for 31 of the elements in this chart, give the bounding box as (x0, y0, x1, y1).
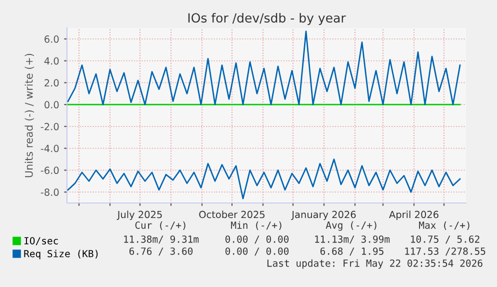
y-tick-label: -8.0 (40, 188, 59, 196)
x-tick-label: October 2025 (199, 210, 265, 218)
text: 6.76 / 3.60 (129, 247, 193, 256)
x-tick-label: April 2026 (389, 210, 438, 220)
text: 0.00 / 0.00 (225, 235, 289, 244)
legend-label: Req Size (KB) (24, 250, 98, 260)
text: Min (-/+) (231, 221, 282, 230)
line-series (67, 158, 461, 200)
chart-title: IOs for /dev/sdb - by year (188, 12, 346, 26)
text: Last update: Fri May 22 02:35:54 2026 (267, 259, 482, 269)
text: Cur (-/+) (135, 221, 186, 230)
y-tick-label: -2.0 (40, 122, 59, 130)
x-tick-label: July 2025 (116, 210, 162, 220)
text: 117.53 /278.55 (405, 247, 486, 256)
text: Max (-/+) (419, 221, 470, 230)
y-tick-label: -4.0 (40, 144, 59, 152)
x-tick-label: January 2026 (291, 210, 356, 220)
text: 6.68 / 1.95 (320, 247, 384, 256)
y-tick-label: 0.0 (44, 101, 59, 108)
line-series (67, 30, 461, 106)
text: 10.75 / 5.62 (411, 235, 480, 244)
legend-label: IO/sec (24, 237, 58, 246)
text: 11.38m/ 9.31m (124, 235, 199, 244)
y-tick-label: 4.0 (44, 57, 59, 65)
y-axis-title: Units read (-) / write (+) (24, 54, 34, 178)
text: Avg (-/+) (326, 221, 376, 231)
y-tick-label: 6.0 (44, 35, 59, 43)
text: 0.00 / 0.00 (225, 247, 289, 256)
y-tick-label: 2.0 (44, 79, 59, 87)
y-tick-label: -6.0 (40, 166, 59, 174)
text: 11.13m/ 3.99m (315, 235, 390, 244)
